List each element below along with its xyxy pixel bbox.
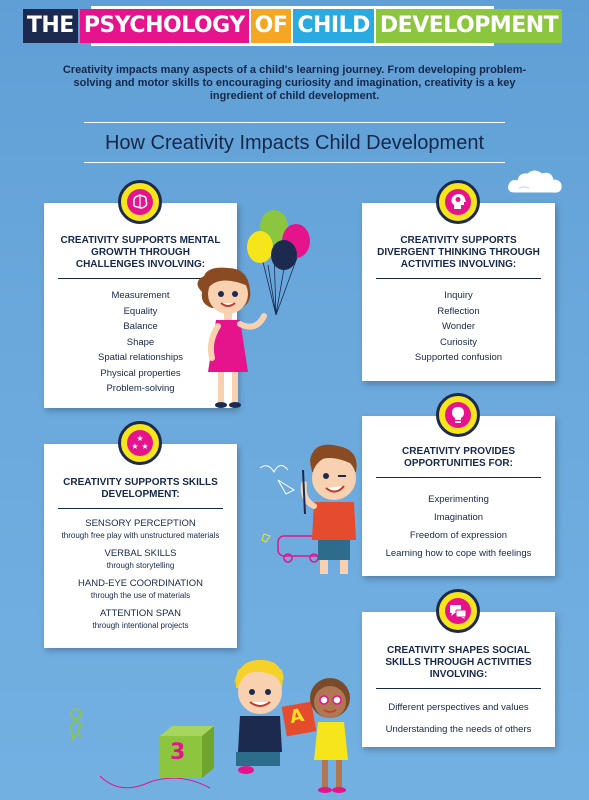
list-item: Imagination (433, 512, 484, 523)
card-divider (376, 688, 541, 689)
list-item: SENSORY PERCEPTION through free play wit… (44, 518, 237, 542)
cloud-icon (508, 170, 562, 193)
card-mental-heading: CREATIVITY SUPPORTS MENTAL GROWTH THROUG… (60, 235, 221, 270)
list-item: Supported confusion (414, 352, 503, 363)
section-title-text: How Creativity Impacts Child Development (104, 132, 485, 154)
list-item: Shape (126, 336, 155, 348)
card-divergent-thinking: CREATIVITY SUPPORTS DIVERGENT THINKING T… (362, 203, 555, 381)
card-skills-heading: CREATIVITY SUPPORTS SKILLS DEVELOPMENT: (63, 477, 218, 500)
lightbulb-icon (436, 393, 480, 437)
balloons-illustration (247, 210, 310, 316)
title-word-the: THE (22, 9, 78, 43)
list-item: Wonder (441, 321, 476, 332)
speech-bubbles-icon (436, 589, 480, 633)
section-title: How Creativity Impacts Child Development (0, 122, 589, 163)
list-item: Reflection (437, 305, 480, 317)
skill-subtitle: through free play with unstructured mate… (61, 531, 220, 540)
title-word-child: CHILD (293, 9, 374, 43)
card-skills-list: SENSORY PERCEPTION through free play wit… (44, 518, 237, 632)
skill-subtitle: through storytelling (106, 561, 175, 570)
skill-title: ATTENTION SPAN (100, 608, 181, 619)
boy-drawing-illustration (259, 444, 357, 574)
card-social-heading: CREATIVITY SHAPES SOCIAL SKILLS THROUGH … (385, 645, 532, 680)
card-divider (58, 508, 223, 509)
card-mental-growth: CREATIVITY SUPPORTS MENTAL GROWTH THROUG… (44, 203, 237, 408)
list-item: Measurement (111, 290, 170, 301)
list-item: ATTENTION SPAN through intentional proje… (44, 608, 237, 632)
list-item: Problem-solving (106, 383, 175, 394)
title-banner: THE PSYCHOLOGY OF CHILD DEVELOPMENT (22, 6, 563, 46)
list-item: Inquiry (444, 290, 473, 301)
svg-text:★: ★ (131, 442, 138, 451)
skill-subtitle: through the use of materials (90, 591, 191, 600)
skill-title: SENSORY PERCEPTION (85, 518, 196, 529)
card-divergent-list: Inquiry Reflection Wonder Curiosity Supp… (362, 288, 555, 366)
list-item: VERBAL SKILLS through storytelling (44, 548, 237, 572)
list-item: Learning how to cope with feelings (385, 548, 532, 559)
stars-icon: ★ ★ ★ (118, 421, 162, 465)
card-opportunities: CREATIVITY PROVIDES OPPORTUNITIES FOR: E… (362, 416, 555, 576)
svg-text:★: ★ (141, 442, 148, 451)
card-opportunities-list: Experimenting Imagination Freedom of exp… (362, 491, 555, 563)
card-divider (376, 477, 541, 478)
kids-playing-illustration (69, 659, 350, 793)
skill-title: VERBAL SKILLS (104, 548, 177, 559)
list-item: Different perspectives and values (388, 702, 529, 713)
card-divider (58, 278, 223, 279)
list-item: Balance (123, 321, 158, 332)
list-item: Physical properties (100, 367, 181, 379)
svg-text:★: ★ (136, 434, 143, 443)
title-word-psychology: PSYCHOLOGY (79, 9, 249, 43)
card-divergent-heading: CREATIVITY SUPPORTS DIVERGENT THINKING T… (377, 235, 540, 270)
block-number-3: 3 (170, 740, 186, 765)
list-item: HAND-EYE COORDINATION through the use of… (44, 578, 237, 602)
card-social-skills: CREATIVITY SHAPES SOCIAL SKILLS THROUGH … (362, 612, 555, 747)
card-mental-list: Measurement Equality Balance Shape Spati… (44, 288, 237, 397)
list-item: Understanding the needs of others (385, 724, 532, 735)
intro-text: Creativity impacts many aspects of a chi… (62, 64, 527, 102)
brain-icon (118, 180, 162, 224)
section-bottom-rule (84, 162, 505, 163)
skill-title: HAND-EYE COORDINATION (78, 578, 203, 589)
section-top-rule (84, 122, 505, 123)
card-divider (376, 278, 541, 279)
card-social-list: Different perspectives and values Unders… (362, 697, 555, 741)
list-item: Experimenting (428, 494, 489, 505)
skill-subtitle: through intentional projects (92, 621, 189, 630)
list-item: Equality (123, 305, 158, 317)
list-item: Curiosity (440, 336, 477, 348)
list-item: Spatial relationships (97, 352, 184, 363)
title-word-of: OF (250, 9, 292, 43)
girl-illustration (197, 267, 267, 408)
card-skills-development: CREATIVITY SUPPORTS SKILLS DEVELOPMENT: … (44, 444, 237, 648)
head-gear-icon (436, 180, 480, 224)
card-opportunities-heading: CREATIVITY PROVIDES OPPORTUNITIES FOR: (402, 446, 515, 469)
title-word-development: DEVELOPMENT (375, 9, 563, 43)
list-item: Freedom of expression (409, 530, 508, 541)
